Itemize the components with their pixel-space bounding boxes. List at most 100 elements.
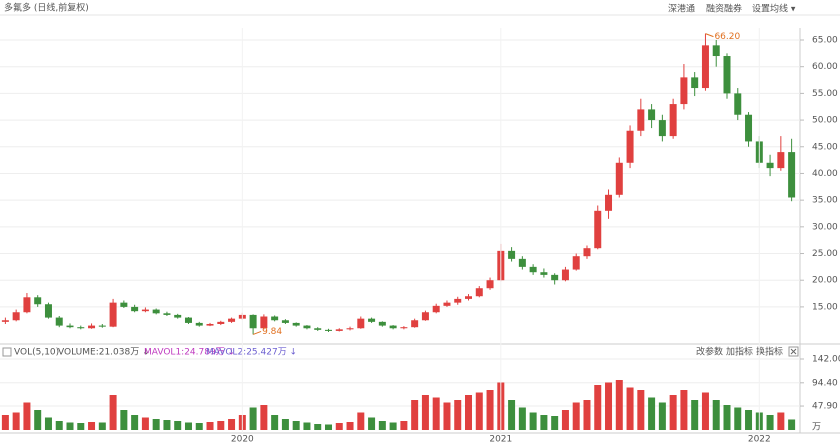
volume-bar [12, 412, 20, 430]
panel-button[interactable]: 换指标 [756, 346, 783, 358]
candle-body [475, 288, 483, 297]
candle-body [454, 298, 462, 303]
volume-bar [745, 410, 753, 430]
volume-bar [788, 419, 796, 430]
volume-tick-label: 47.90 [812, 402, 838, 412]
candle-body [637, 109, 645, 131]
candle-body [551, 274, 559, 281]
candle-body [508, 250, 516, 259]
volume-bar [777, 412, 785, 430]
volume-bar [454, 400, 462, 430]
volume-bar [184, 422, 192, 430]
volume-bar [443, 402, 451, 430]
y-tick-label: 55.00 [812, 89, 838, 99]
volume-bar [357, 412, 365, 430]
volume-bar [1, 415, 9, 430]
candle-body [109, 302, 117, 327]
candle-body [443, 302, 451, 306]
candle-body [23, 297, 31, 313]
volume-bar [572, 402, 580, 430]
volume-bar [163, 420, 171, 430]
volume-bar [508, 400, 516, 430]
x-tick-label: 2021 [489, 435, 512, 445]
volume-bar [335, 423, 343, 430]
candle-body [615, 162, 623, 195]
volume-bar [152, 419, 160, 430]
candle-body [44, 304, 52, 318]
volume-bar [518, 407, 526, 430]
candle-body [98, 325, 106, 327]
volume-bar [88, 422, 96, 430]
candle-body [712, 45, 720, 57]
volume-bar [346, 422, 354, 430]
chart-title: 多氟多 (日线,前复权) [4, 2, 89, 14]
volume-bar [421, 395, 429, 430]
candle-body [777, 152, 785, 169]
panel-button[interactable]: 改参数 [696, 346, 723, 358]
mavol1-readout: MAVOL1:24.789万 ↓ [144, 348, 235, 358]
volume-bar [701, 392, 709, 430]
close-button[interactable] [788, 346, 799, 357]
volume-bar [314, 424, 322, 430]
candle-body [529, 266, 537, 273]
candle-body [260, 316, 268, 329]
volume-bar [605, 382, 613, 430]
volume-bar [141, 417, 149, 430]
min-label: 9.84 [262, 327, 282, 337]
toolbar-button[interactable]: 设置均线 ▾ [752, 3, 796, 15]
volume-bar [271, 415, 279, 430]
volume-bar [529, 412, 537, 430]
toolbar-button[interactable]: 融资融券 [706, 3, 742, 15]
volume-bar [281, 419, 289, 430]
volume-bar [766, 415, 774, 430]
candle-body [292, 322, 300, 326]
volume-bar [561, 410, 569, 430]
candle-body [152, 309, 160, 314]
candle-body [163, 313, 171, 315]
volume-bar [712, 400, 720, 430]
volume-bar [303, 422, 311, 430]
y-tick-label: 45.00 [812, 142, 838, 152]
candle-body [583, 248, 591, 257]
candle-body [669, 104, 677, 137]
volume-bar [23, 402, 31, 430]
volume-bar [195, 423, 203, 430]
candle-body [766, 162, 774, 169]
toolbar-button[interactable]: 深港通 [668, 3, 695, 15]
volume-bar [723, 405, 731, 430]
volume-bar [34, 410, 42, 430]
indicator-name: VOL(5,10) [14, 348, 59, 358]
candle-body [540, 272, 548, 275]
volume-bar [292, 421, 300, 430]
candle-body [249, 314, 257, 329]
y-tick-label: 65.00 [812, 36, 838, 46]
candle-body [120, 302, 128, 307]
panel-button[interactable]: 加指标 [726, 346, 753, 358]
checkbox[interactable] [2, 347, 12, 357]
volume-bar [475, 392, 483, 430]
candle-body [701, 45, 709, 89]
candle-body [518, 258, 526, 267]
volume-bar [691, 400, 699, 430]
candle-body [411, 320, 419, 328]
candle-body [55, 317, 63, 326]
volume-bar [594, 385, 602, 430]
volume-bar [206, 422, 214, 430]
y-tick-label: 15.00 [812, 302, 838, 312]
volume-bar [368, 417, 376, 430]
candle-body [368, 318, 376, 322]
candle-body [141, 309, 149, 312]
candle-body [432, 305, 440, 313]
candle-body [314, 328, 322, 330]
candle-body [12, 312, 20, 321]
candle-body [745, 114, 753, 142]
candle-body [206, 323, 214, 326]
candle-body [723, 56, 731, 94]
candle-body [465, 296, 473, 299]
candle-body [421, 312, 429, 321]
volume-bar [98, 422, 106, 430]
volume-bar [217, 421, 225, 430]
volume-bar [551, 416, 559, 430]
volume-bar [669, 395, 677, 430]
